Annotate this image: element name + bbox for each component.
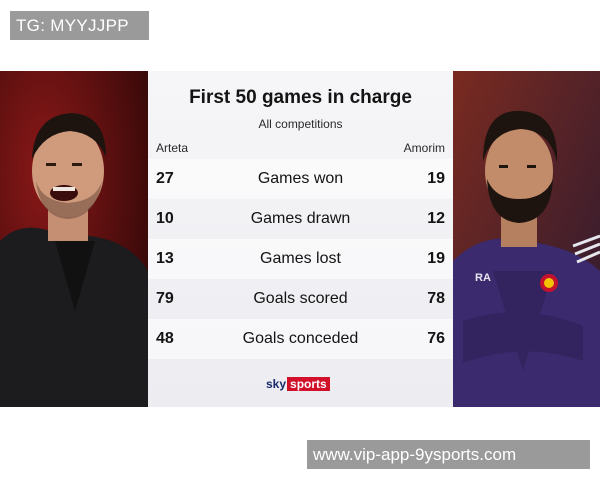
right-value: 12 — [427, 210, 445, 227]
sky-sports-logo: sky sports — [266, 377, 330, 391]
graphic-subtitle: All competitions — [258, 117, 343, 131]
left-value: 27 — [156, 170, 174, 187]
stat-row: 10 Games drawn 12 — [148, 199, 453, 239]
stat-label: Games drawn — [250, 210, 351, 227]
right-value: 19 — [427, 250, 445, 267]
stat-row: 13 Games lost 19 — [148, 239, 453, 279]
right-manager-name: Amorim — [403, 141, 445, 155]
right-value: 76 — [427, 330, 445, 347]
left-value: 10 — [156, 210, 174, 227]
stat-label: Goals conceded — [242, 330, 359, 347]
manager-photo-right: RA — [453, 71, 600, 407]
stats-table: 27 Games won 19 10 Games drawn 12 13 Gam… — [148, 159, 453, 359]
left-value: 13 — [156, 250, 174, 267]
sky-wordmark: sky — [266, 377, 287, 391]
manager-photo-left — [0, 71, 148, 407]
graphic-title: First 50 games in charge — [189, 87, 412, 108]
jacket-initials: RA — [475, 272, 491, 284]
right-value: 19 — [427, 170, 445, 187]
stat-label: Games lost — [260, 250, 341, 267]
tg-badge: TG: MYYJJPP — [10, 11, 149, 40]
stat-row: 48 Goals conceded 76 — [148, 319, 453, 359]
stat-label: Goals scored — [253, 290, 348, 307]
stats-panel: First 50 games in charge All competition… — [148, 71, 453, 407]
comparison-graphic: First 50 games in charge All competition… — [0, 71, 600, 407]
left-value: 79 — [156, 290, 174, 307]
stat-row: 27 Games won 19 — [148, 159, 453, 199]
sports-wordmark: sports — [287, 377, 330, 391]
right-value: 78 — [427, 290, 445, 307]
stat-row: 79 Goals scored 78 — [148, 279, 453, 319]
left-value: 48 — [156, 330, 174, 347]
website-watermark: www.vip-app-9ysports.com — [307, 440, 590, 469]
stat-label: Games won — [257, 170, 344, 187]
left-manager-name: Arteta — [156, 141, 189, 155]
